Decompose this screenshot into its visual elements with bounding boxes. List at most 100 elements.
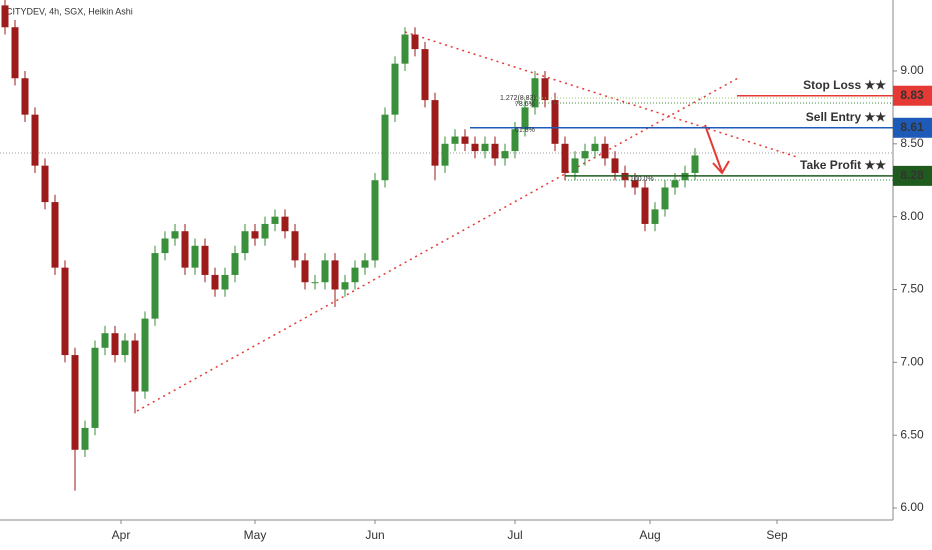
candle-body [571,158,579,173]
level-price-label: 8.61 [900,120,924,134]
candle-body [391,63,399,115]
candle-body [161,238,169,254]
candle-body [251,231,259,239]
candle-body [291,231,299,261]
candle-body [81,427,89,450]
trendline-lower [136,76,741,412]
candle-body [471,143,479,152]
x-tick-label: Aug [639,528,660,542]
candle-body [151,253,159,319]
candle-body [401,34,409,64]
candle-body [561,143,569,173]
candle-body [421,49,429,101]
candle-body [651,209,659,224]
candle-body [51,202,59,268]
candle-body [111,333,119,356]
candle-body [311,282,319,284]
candle-body [1,5,9,28]
candle-body [201,245,209,275]
fib-label: 100.0% [630,176,654,183]
candle-body [101,333,109,348]
candle-body [191,245,199,268]
candle-body [481,143,489,152]
candle-body [361,260,369,268]
candle-body [501,151,509,159]
x-tick-label: Jul [507,528,522,542]
level-price-box [893,85,932,106]
candle-body [271,216,279,224]
candle-body [121,340,129,356]
candle-body [331,260,339,290]
y-tick-label: 7.00 [900,355,924,369]
level-label: Sell Entry ★★ [806,110,886,124]
level-label: Stop Loss ★★ [803,78,886,92]
x-tick-label: May [244,528,267,542]
y-tick-label: 6.00 [900,500,924,514]
candle-body [431,100,439,166]
x-tick-label: Jun [365,528,384,542]
chart-title: CITYDEV, 4h, SGX, Heikin Ashi [6,6,133,16]
candle-body [691,155,699,173]
candle-body [381,114,389,181]
level-price-label: 8.83 [900,88,924,102]
candle-body [601,143,609,159]
marks [1,0,699,491]
fib-label: 78.6% [515,101,535,108]
candle-body [351,267,359,283]
candle-body [221,274,229,290]
candle-body [491,143,499,159]
candle-body [521,107,529,130]
candle-body [171,231,179,239]
candle-body [411,34,419,50]
candle-body [21,78,29,115]
level-price-box [893,165,932,186]
candle-body [641,187,649,224]
candle-body [31,114,39,166]
x-tick-label: Sep [766,528,788,542]
candle-body [581,151,589,159]
candle-body [611,158,619,173]
candle-body [591,143,599,152]
candle-body [341,282,349,290]
level-label: Take Profit ★★ [800,158,886,172]
candle-body [41,165,49,203]
level-price-box [893,117,932,138]
trendline-upper [404,31,798,158]
candle-body [281,216,289,232]
fib-label: 1.272(8.83) [500,95,536,102]
y-tick-label: 9.00 [900,63,924,77]
candle-body [241,231,249,254]
candle-body [181,231,189,268]
candle-body [551,100,559,144]
y-tick-label: 7.50 [900,282,924,296]
fib-label: 61.8% [515,127,535,134]
candle-body [531,78,539,108]
candle-body [631,180,639,188]
candle-body [451,136,459,144]
candle-body [441,143,449,166]
candle-body [211,274,219,290]
candle-body [301,260,309,283]
candle-body [321,260,329,283]
x-tick-label: Apr [112,528,131,542]
candle-body [511,129,519,152]
candle-body [91,347,99,428]
candle-body [671,180,679,188]
candle-body [231,253,239,275]
candle-body [11,27,19,79]
candle-body [541,78,549,101]
level-price-label: 8.28 [900,168,924,182]
candle-body [61,267,69,356]
candle-body [371,180,379,261]
arrow-head [712,160,730,175]
y-tick-label: 8.50 [900,136,924,150]
candle-body [141,318,149,392]
y-tick-label: 6.50 [900,427,924,441]
candle-body [461,136,469,144]
candle-body [71,355,79,450]
y-tick-label: 8.00 [900,209,924,223]
candle-body [131,340,139,392]
